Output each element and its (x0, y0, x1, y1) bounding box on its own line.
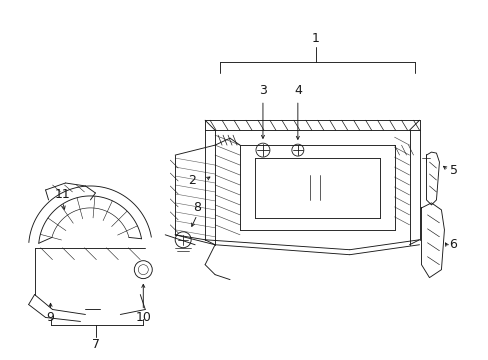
Text: 1: 1 (311, 32, 319, 45)
Text: 3: 3 (259, 84, 266, 97)
Text: 11: 11 (55, 188, 70, 202)
Text: 5: 5 (449, 163, 457, 176)
Text: 8: 8 (193, 201, 201, 215)
Text: 6: 6 (448, 238, 456, 251)
Text: 10: 10 (135, 311, 151, 324)
Text: 4: 4 (293, 84, 301, 97)
Text: 2: 2 (188, 174, 196, 186)
Text: 7: 7 (92, 338, 100, 351)
Text: 9: 9 (46, 311, 54, 324)
